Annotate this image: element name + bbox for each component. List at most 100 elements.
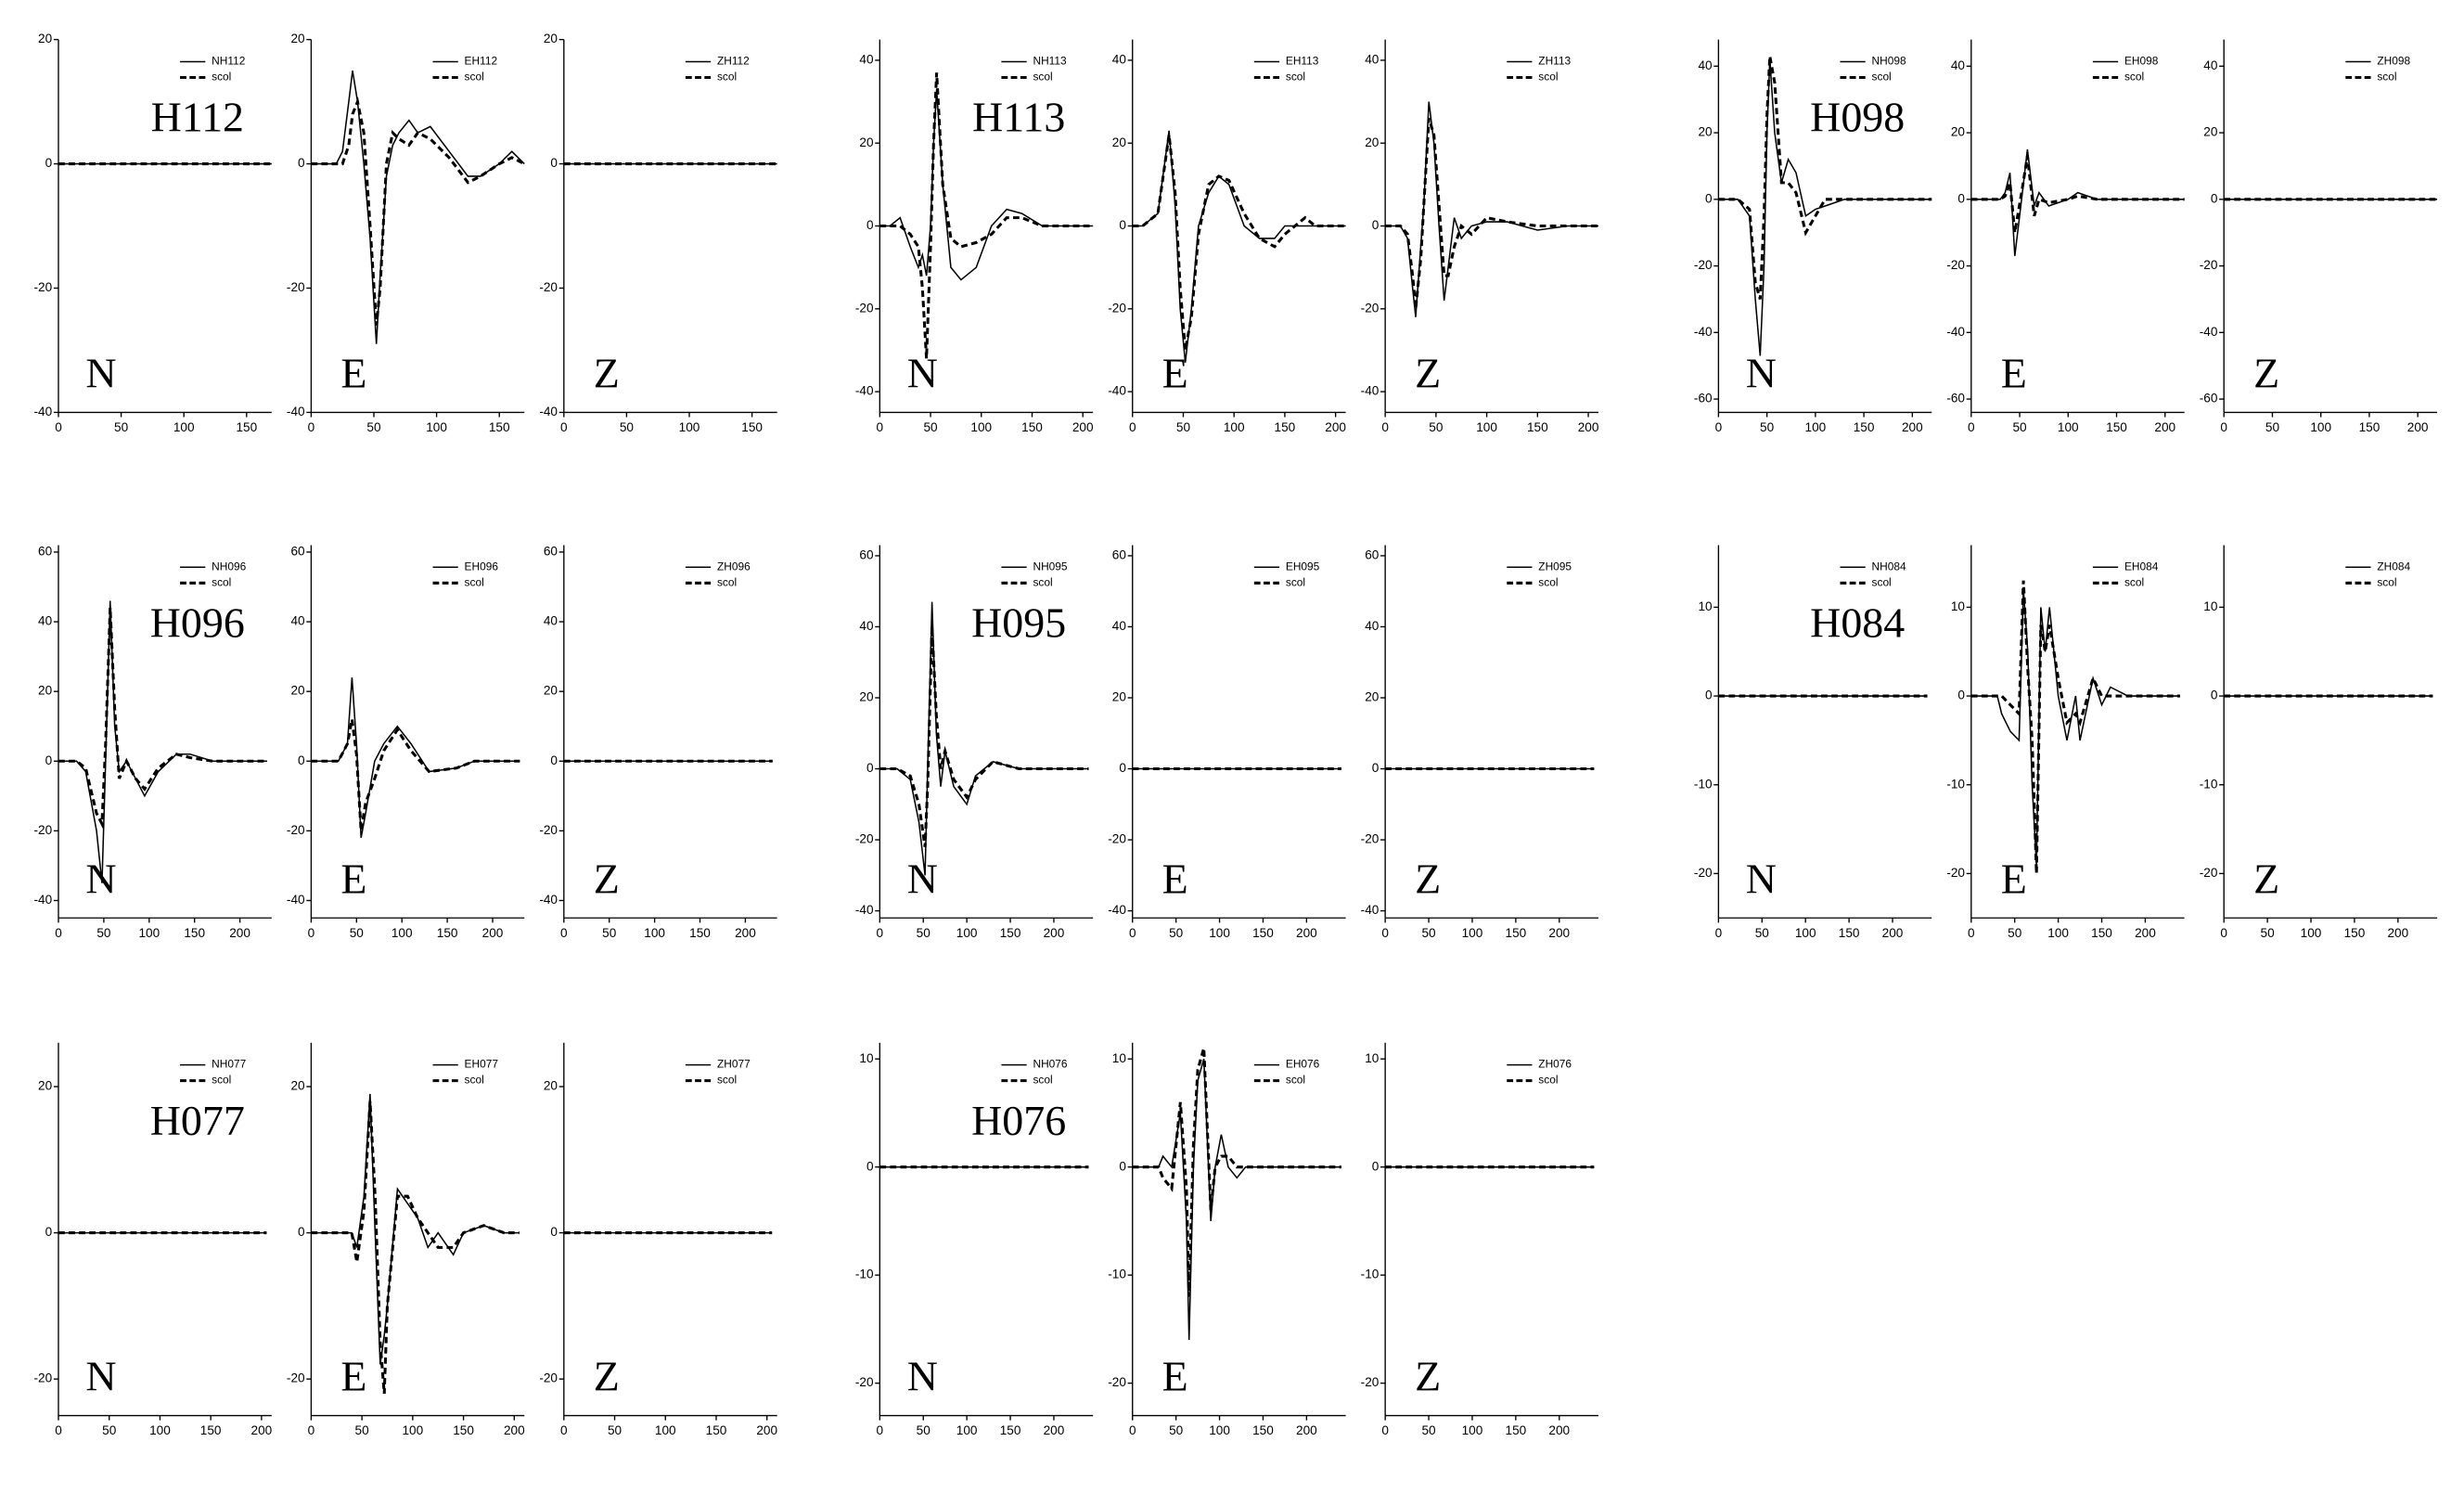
y-tick-label: -20 <box>1108 301 1126 315</box>
y-tick-label: 0 <box>45 1225 53 1239</box>
x-tick-label: 150 <box>1000 926 1021 940</box>
component-label: Z <box>2253 855 2279 902</box>
legend-label: ZH098 <box>2377 55 2410 68</box>
trace <box>58 607 267 830</box>
x-tick-label: 200 <box>1548 926 1570 940</box>
legend-label: scol <box>1286 71 1305 84</box>
x-tick-label: 100 <box>970 420 992 434</box>
x-tick-label: 0 <box>1129 926 1136 940</box>
component-label: N <box>85 855 116 902</box>
trace <box>1132 1059 1341 1341</box>
x-tick-label: 150 <box>2359 420 2381 434</box>
y-tick-label: 40 <box>1112 53 1127 67</box>
y-tick-label: -20 <box>34 1371 53 1385</box>
legend-label: ZH077 <box>717 1058 751 1071</box>
x-tick-label: 150 <box>2344 926 2366 940</box>
y-tick-label: 20 <box>290 684 305 698</box>
y-tick-label: 0 <box>1119 761 1126 775</box>
y-tick-label: -40 <box>1108 903 1126 917</box>
x-tick-label: 0 <box>877 1423 884 1437</box>
x-tick-label: 50 <box>602 926 617 940</box>
legend-label: ZH112 <box>717 55 750 68</box>
y-tick-label: -20 <box>1694 866 1713 880</box>
x-tick-label: 50 <box>1421 1423 1436 1437</box>
y-tick-label: -20 <box>539 280 558 294</box>
legend-label: EH095 <box>1286 560 1320 573</box>
y-tick-label: -20 <box>1946 866 1965 880</box>
legend-label: scol <box>1286 1074 1305 1087</box>
y-tick-label: -20 <box>1694 258 1713 272</box>
y-tick-label: -40 <box>855 384 874 398</box>
legend-label: ZH084 <box>2377 560 2410 573</box>
y-tick-label: -20 <box>539 823 558 837</box>
trace <box>1970 580 2180 874</box>
y-tick-label: 60 <box>544 545 558 559</box>
y-tick-label: -20 <box>2200 258 2218 272</box>
x-tick-label: 0 <box>308 1423 315 1437</box>
y-tick-label: -20 <box>1108 832 1126 846</box>
x-tick-label: 100 <box>2058 420 2079 434</box>
x-tick-label: 150 <box>689 926 711 940</box>
y-tick-label: 0 <box>1119 218 1126 232</box>
y-tick-label: -40 <box>1361 384 1380 398</box>
x-tick-label: 100 <box>679 420 700 434</box>
x-tick-label: 0 <box>1715 926 1723 940</box>
legend-label: scol <box>465 71 484 84</box>
y-tick-label: -20 <box>855 1375 874 1389</box>
y-tick-label: 20 <box>859 135 874 149</box>
x-tick-label: 100 <box>2310 420 2331 434</box>
x-tick-label: 150 <box>236 420 257 434</box>
legend-label: scol <box>1033 71 1052 84</box>
y-tick-label: -20 <box>1361 832 1380 846</box>
trace <box>1970 155 2185 233</box>
x-tick-label: 0 <box>560 926 568 940</box>
legend-label: scol <box>2377 71 2396 84</box>
y-tick-label: -40 <box>287 405 305 418</box>
y-tick-label: 0 <box>298 1225 305 1239</box>
x-tick-label: 50 <box>917 1423 931 1437</box>
y-tick-label: -40 <box>855 903 874 917</box>
legend-label: scol <box>1538 1074 1558 1087</box>
y-tick-label: -10 <box>1946 777 1965 791</box>
legend-label: NH076 <box>1033 1058 1067 1071</box>
x-tick-label: 100 <box>956 1423 978 1437</box>
y-tick-label: -20 <box>287 1371 305 1385</box>
y-tick-label: 0 <box>1705 191 1713 205</box>
legend-label: EH113 <box>1286 55 1319 68</box>
trace <box>311 97 525 326</box>
x-tick-label: 0 <box>308 420 315 434</box>
y-tick-label: 20 <box>1698 125 1713 139</box>
x-tick-label: 200 <box>756 1423 777 1437</box>
component-label: Z <box>1415 855 1441 902</box>
legend-label: ZH076 <box>1538 1058 1572 1071</box>
y-tick-label: -20 <box>1946 258 1965 272</box>
x-tick-label: 100 <box>1209 926 1230 940</box>
x-tick-label: 150 <box>1021 420 1043 434</box>
legend-label: scol <box>1538 71 1558 84</box>
trace <box>879 601 1089 876</box>
legend-label: EH077 <box>465 1058 499 1071</box>
y-tick-label: -20 <box>34 823 53 837</box>
component-label: Z <box>594 1353 620 1400</box>
x-tick-label: 100 <box>2047 926 2069 940</box>
x-tick-label: 50 <box>114 420 129 434</box>
x-tick-label: 150 <box>1839 926 1860 940</box>
y-tick-label: -20 <box>1108 1375 1126 1389</box>
legend-label: scol <box>465 1074 484 1087</box>
station-label: H077 <box>150 1097 245 1144</box>
legend-label: scol <box>212 1074 231 1087</box>
x-tick-label: 0 <box>877 420 884 434</box>
legend-label: scol <box>1538 575 1558 588</box>
x-tick-label: 0 <box>1381 1423 1389 1437</box>
y-tick-label: -60 <box>1694 392 1713 405</box>
y-tick-label: 10 <box>1112 1051 1127 1065</box>
y-tick-label: 0 <box>1372 218 1380 232</box>
y-tick-label: 40 <box>859 619 874 633</box>
trace <box>311 1093 520 1365</box>
x-tick-label: 200 <box>1072 420 1094 434</box>
x-tick-label: 50 <box>1421 926 1436 940</box>
x-tick-label: 100 <box>1209 1423 1230 1437</box>
legend-label: NH113 <box>1033 55 1067 68</box>
y-tick-label: -20 <box>34 280 53 294</box>
component-label: E <box>1162 1353 1188 1400</box>
